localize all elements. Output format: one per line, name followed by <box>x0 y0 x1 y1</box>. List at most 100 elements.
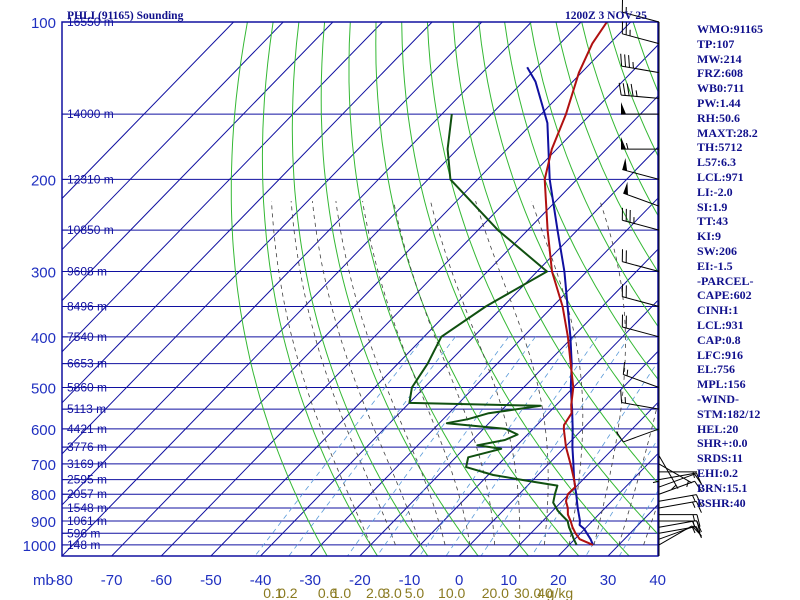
isotherm-line <box>508 401 658 556</box>
wind-barb <box>658 480 703 495</box>
height-label: 5860 m <box>67 381 107 395</box>
mixing-ratio-label: 0.2 <box>278 585 298 600</box>
temperature-tick-label: -50 <box>200 572 222 589</box>
wind-barb <box>621 0 660 23</box>
moist-adiabat-line <box>430 201 521 545</box>
wind-barb-staff <box>658 494 697 502</box>
mixing-ratio-line <box>347 336 510 556</box>
index-line: HEL:20 <box>697 421 739 436</box>
isotherm-line <box>62 22 234 200</box>
isotherm-line <box>62 22 483 455</box>
dewpoint-trace-line <box>408 113 578 546</box>
mixing-ratio-label: g/kg <box>547 585 573 600</box>
wind-barb <box>621 314 660 338</box>
wind-barb <box>659 471 697 479</box>
index-line: FRZ:608 <box>697 66 743 81</box>
temperature-tick-label: 10 <box>500 572 517 589</box>
index-line: KI:9 <box>697 229 721 244</box>
wind-barb-column <box>615 0 703 556</box>
moist-adiabat-line <box>618 401 658 546</box>
isotherm-line <box>160 44 658 556</box>
wind-barb <box>623 181 660 207</box>
pressure-tick-label: 800 <box>31 487 56 504</box>
wind-barb-half <box>686 480 689 488</box>
mixing-ratio-line <box>376 336 536 556</box>
isotherm-line <box>62 22 383 353</box>
index-line: L57:6.3 <box>697 155 736 170</box>
height-label: 14000 m <box>67 107 114 121</box>
wind-barb <box>622 362 660 388</box>
temperature-tick-label: -20 <box>349 572 371 589</box>
temperature-tick-label: -70 <box>101 572 123 589</box>
wind-barb <box>659 514 701 527</box>
pressure-tick-label: 200 <box>31 172 56 189</box>
isotherm-line <box>260 146 658 556</box>
wind-barb-full <box>695 472 702 485</box>
moist-adiabat-line <box>475 200 549 545</box>
mixing-ratio-label: 40 <box>537 585 553 600</box>
wind-barb-full <box>620 53 623 67</box>
wind-barb-half <box>692 520 695 528</box>
wind-barb-half <box>626 369 629 376</box>
wind-barb-staff <box>622 169 660 180</box>
index-line: LCL:971 <box>697 169 744 184</box>
wind-barb-staff <box>622 219 660 231</box>
height-label: 16550 m <box>67 15 114 29</box>
mixing-ratio-line <box>618 489 658 556</box>
index-line: STM:182/12 <box>697 406 761 421</box>
dry-adiabat-line <box>261 22 378 556</box>
wind-barb <box>615 428 660 443</box>
height-label: 1061 m <box>67 514 107 528</box>
valid-time: 1200Z 3 NOV 25 <box>565 10 647 22</box>
moist-adiabat-line <box>393 201 496 545</box>
mixing-ratio-line <box>585 438 658 556</box>
mixing-ratio-label: 30.0 <box>514 585 541 600</box>
isotherm-line <box>210 95 658 556</box>
index-line: SRDS:11 <box>697 451 744 466</box>
wind-barb-half <box>692 471 695 479</box>
dry-adiabat-line <box>504 22 658 381</box>
wind-barb-full <box>630 83 634 97</box>
index-line: SHR+:0.0 <box>697 436 748 451</box>
wind-barb <box>618 82 660 99</box>
parcel-trace-line <box>526 66 594 546</box>
wind-barb <box>621 21 660 45</box>
pressure-tick-label: 900 <box>31 514 56 531</box>
mixing-ratio-line <box>480 336 630 556</box>
wind-barb-full <box>618 82 622 96</box>
temperature-tick-label: -60 <box>150 572 172 589</box>
wind-barb-half <box>692 501 696 508</box>
wind-barb-staff <box>623 428 660 443</box>
pressure-unit-label: mb <box>33 572 54 589</box>
index-line: MW:214 <box>697 51 742 66</box>
dry-adiabat-line <box>452 22 658 484</box>
sounding-indices-panel: WMO:91165 TP:107 MW:214 FRZ:608 WB0:711 PW:1.… <box>697 22 800 510</box>
index-line: TT:43 <box>697 214 729 229</box>
height-label: 2057 m <box>67 487 107 501</box>
wind-barb-staff <box>622 11 660 23</box>
wind-barb <box>658 455 679 490</box>
wind-barb-full <box>696 520 701 534</box>
height-label: 2595 m <box>67 473 107 487</box>
wind-barb <box>622 157 660 180</box>
isotherm-line <box>409 299 658 556</box>
index-line: SI:1.9 <box>697 199 728 214</box>
wind-barb-full <box>622 83 626 96</box>
wind-barb-full <box>620 390 623 403</box>
index-line: CAPE:602 <box>697 288 752 303</box>
wind-barb <box>621 207 660 231</box>
index-line: CINH:1 <box>697 303 739 318</box>
height-label: 148 m <box>67 538 100 552</box>
height-label: 10850 m <box>67 223 114 237</box>
wind-barb-staff <box>658 473 695 488</box>
index-line: EL:756 <box>697 362 736 377</box>
index-line: MPL:156 <box>697 377 746 392</box>
height-label: 7540 m <box>67 330 107 344</box>
dry-adiabat-line <box>375 22 580 556</box>
mixing-ratio-label: 2.0 <box>366 585 386 600</box>
wind-barb-staff <box>621 65 660 74</box>
wind-barb <box>621 102 659 115</box>
temperature-tick-label: 0 <box>455 572 463 589</box>
pressure-tick-label: 700 <box>31 457 56 474</box>
index-line: LI:-2.0 <box>697 184 733 199</box>
